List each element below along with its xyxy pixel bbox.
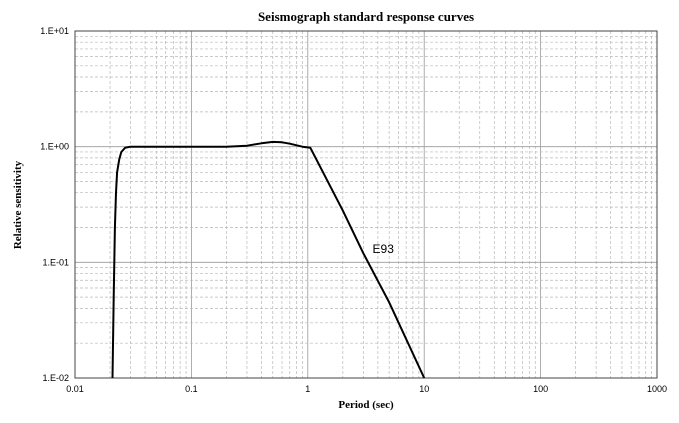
series-annotation-label: E93 bbox=[373, 242, 395, 256]
chart-title: Seismograph standard response curves bbox=[258, 9, 474, 24]
series-line-e93 bbox=[111, 140, 426, 379]
y-tick-label: 1.E-02 bbox=[42, 373, 69, 383]
annotation-layer: E93 bbox=[373, 242, 395, 256]
y-tick-label: 1.E+01 bbox=[40, 26, 69, 36]
x-tick-label: 1 bbox=[305, 384, 310, 394]
x-tick-label: 1000 bbox=[647, 384, 667, 394]
x-tick-label: 0.01 bbox=[66, 384, 84, 394]
tick-labels: 0.01 0.1 1 10 100 1000 1.E-02 1.E-01 1.E+00 1.E+0… bbox=[40, 26, 667, 394]
x-tick-label: 10 bbox=[419, 384, 429, 394]
y-axis-title: Relative sensitivity bbox=[12, 160, 24, 249]
y-tick-label: 1.E-01 bbox=[42, 257, 69, 267]
plot-frame bbox=[74, 30, 658, 379]
x-tick-label: 100 bbox=[533, 384, 548, 394]
x-tick-label: 0.1 bbox=[185, 384, 198, 394]
series-layer bbox=[111, 140, 426, 379]
y-tick-label: 1.E+00 bbox=[40, 142, 69, 152]
x-axis-title: Period (sec) bbox=[338, 399, 394, 411]
grid-lines bbox=[75, 31, 657, 378]
